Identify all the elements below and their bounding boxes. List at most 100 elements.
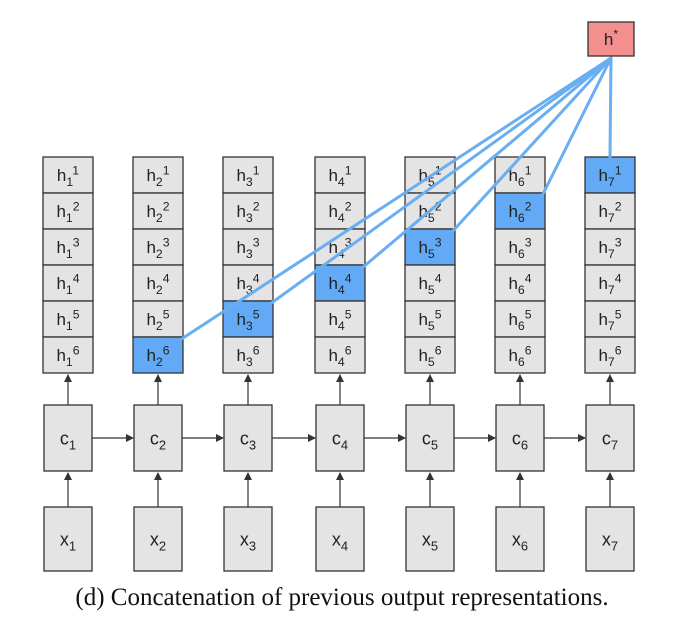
hidden-state-label: h11 bbox=[57, 164, 79, 189]
cell-node bbox=[315, 404, 365, 472]
hidden-state-label: h31 bbox=[236, 164, 259, 189]
hidden-state-cell bbox=[314, 336, 366, 374]
hidden-state-cell bbox=[42, 336, 94, 374]
hidden-state-label: h16 bbox=[56, 344, 79, 369]
hidden-state-label: h62 bbox=[508, 200, 531, 225]
cell-node bbox=[405, 404, 455, 472]
cell-node-label: c4 bbox=[332, 428, 348, 452]
input-node bbox=[223, 506, 273, 572]
hidden-state-label: h46 bbox=[328, 344, 351, 369]
cell-node-label: c1 bbox=[60, 428, 76, 452]
hidden-state-label: h35 bbox=[236, 308, 259, 333]
hidden-state-label: h64 bbox=[508, 272, 531, 297]
hidden-state-cell bbox=[42, 156, 94, 194]
hidden-state-label: h12 bbox=[56, 200, 79, 225]
hidden-state-cell bbox=[584, 336, 636, 374]
output-node-label: h* bbox=[604, 27, 618, 49]
hidden-state-cell bbox=[494, 228, 546, 266]
hidden-state-label: h55 bbox=[418, 308, 441, 333]
output-node bbox=[587, 21, 635, 57]
cell-node bbox=[223, 404, 273, 472]
cell-node-label: c2 bbox=[150, 428, 166, 452]
hidden-state-label: h61 bbox=[508, 164, 531, 189]
hidden-state-cell bbox=[222, 228, 274, 266]
input-node-label: x1 bbox=[60, 529, 76, 553]
hidden-state-label: h66 bbox=[508, 344, 531, 369]
hidden-state-cell bbox=[132, 192, 184, 230]
hidden-state-cell bbox=[314, 300, 366, 338]
input-node-label: x3 bbox=[240, 529, 256, 553]
hidden-state-label: h56 bbox=[418, 344, 441, 369]
input-node bbox=[315, 506, 365, 572]
hidden-state-label: h52 bbox=[418, 200, 441, 225]
hidden-state-cell bbox=[222, 192, 274, 230]
hidden-state-label: h63 bbox=[508, 236, 531, 261]
hidden-state-label: h54 bbox=[418, 272, 441, 297]
hidden-state-cell bbox=[222, 336, 274, 374]
hidden-state-cell bbox=[404, 336, 456, 374]
hidden-state-label: h71 bbox=[598, 164, 621, 189]
cell-node-label: c5 bbox=[422, 428, 438, 452]
input-node bbox=[405, 506, 455, 572]
hidden-state-cell-selected bbox=[494, 192, 546, 230]
input-node-label: x2 bbox=[150, 529, 166, 553]
arrows bbox=[64, 374, 614, 507]
hidden-state-label: h73 bbox=[598, 236, 621, 261]
hidden-state-label: h44 bbox=[328, 272, 351, 297]
hidden-state-cell bbox=[494, 336, 546, 374]
cell-node bbox=[495, 404, 545, 472]
hidden-state-label: h76 bbox=[598, 344, 621, 369]
hidden-state-label: h25 bbox=[146, 308, 169, 333]
input-node-label: x7 bbox=[602, 529, 618, 553]
hidden-state-cell bbox=[584, 300, 636, 338]
hidden-state-label: h22 bbox=[146, 200, 169, 225]
hidden-state-cell bbox=[42, 228, 94, 266]
hidden-state-label: h45 bbox=[328, 308, 351, 333]
hidden-state-cell bbox=[314, 156, 366, 194]
hidden-state-cell bbox=[42, 192, 94, 230]
cell-node bbox=[585, 404, 635, 472]
cell-node-label: c3 bbox=[240, 428, 256, 452]
connection-line bbox=[540, 56, 613, 198]
hidden-state-label: h75 bbox=[598, 308, 621, 333]
hidden-state-cell bbox=[42, 300, 94, 338]
hidden-state-label: h33 bbox=[236, 236, 259, 261]
hidden-state-cell bbox=[584, 264, 636, 302]
figure-caption: (d) Concatenation of previous output rep… bbox=[75, 584, 609, 611]
connection-line bbox=[360, 56, 613, 270]
hidden-state-label: h13 bbox=[56, 236, 79, 261]
hidden-state-label: h36 bbox=[236, 344, 259, 369]
connection-line bbox=[268, 56, 613, 306]
hidden-state-label: h34 bbox=[236, 272, 259, 297]
hidden-state-label: h53 bbox=[418, 236, 441, 261]
input-node bbox=[43, 506, 93, 572]
input-node-label: x6 bbox=[512, 529, 528, 553]
connection-line bbox=[178, 56, 613, 342]
hidden-state-label: h15 bbox=[56, 308, 79, 333]
input-node-label: x5 bbox=[422, 529, 438, 553]
hidden-state-label: h65 bbox=[508, 308, 531, 333]
hidden-state-label: h41 bbox=[328, 164, 351, 189]
input-node-label: x4 bbox=[332, 529, 348, 553]
hidden-state-cell bbox=[404, 264, 456, 302]
cell-node bbox=[133, 404, 183, 472]
input-node bbox=[495, 506, 545, 572]
connection-line bbox=[450, 56, 613, 234]
hidden-state-label: h24 bbox=[146, 272, 169, 297]
hidden-state-label: h42 bbox=[328, 200, 351, 225]
connection-line bbox=[608, 56, 613, 159]
hidden-state-cell bbox=[584, 228, 636, 266]
hidden-state-label: h14 bbox=[56, 272, 79, 297]
hidden-state-cell-selected bbox=[404, 228, 456, 266]
hidden-state-cell bbox=[404, 300, 456, 338]
hidden-state-label: h32 bbox=[236, 200, 259, 225]
cell-node-label: c6 bbox=[512, 428, 528, 452]
hidden-state-cell-selected bbox=[132, 336, 184, 374]
hidden-state-cell-selected bbox=[314, 264, 366, 302]
hidden-state-label: h72 bbox=[598, 200, 621, 225]
connection-lines bbox=[178, 56, 613, 342]
hidden-state-label: h23 bbox=[146, 236, 169, 261]
output-group: h* bbox=[587, 21, 635, 57]
cell-node-label: c7 bbox=[602, 428, 618, 452]
